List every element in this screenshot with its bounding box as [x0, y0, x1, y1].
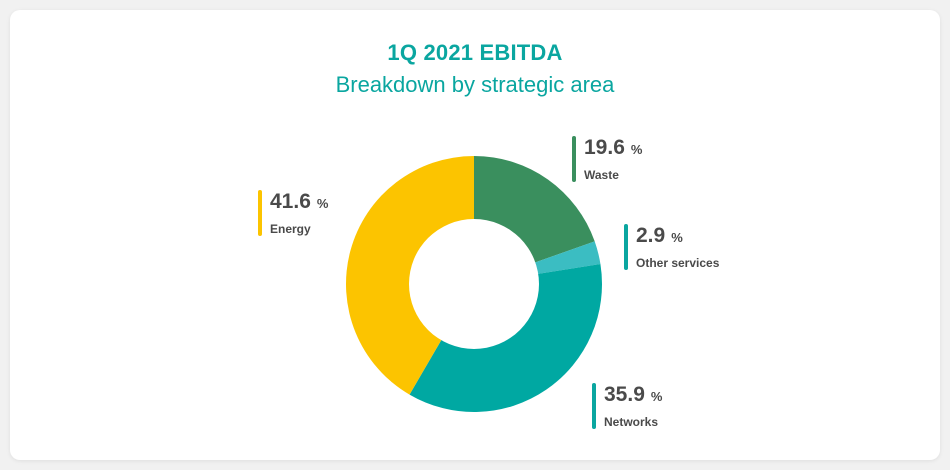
- callout-energy-value-line: 41.6%: [270, 190, 328, 216]
- callout-other-services: 2.9% Other services: [624, 224, 719, 270]
- energy-label: Energy: [270, 222, 311, 236]
- donut-hole: [409, 219, 539, 349]
- callout-waste-bar: [572, 136, 576, 182]
- callout-networks-value-line: 35.9%: [604, 383, 662, 409]
- callout-networks: 35.9% Networks: [592, 383, 662, 429]
- other-services-value: 2.9: [636, 224, 666, 247]
- energy-value: 41.6: [270, 190, 311, 213]
- networks-value: 35.9: [604, 383, 645, 406]
- waste-unit: %: [630, 142, 643, 157]
- callout-energy: 41.6% Energy: [258, 190, 328, 236]
- waste-value: 19.6: [584, 136, 625, 159]
- callout-energy-bar: [258, 190, 262, 236]
- callout-networks-bar: [592, 383, 596, 429]
- callout-waste: 19.6% Waste: [572, 136, 642, 182]
- chart-title: 1Q 2021 EBITDA: [387, 40, 563, 65]
- other-services-label: Other services: [636, 256, 720, 270]
- waste-label: Waste: [584, 168, 619, 182]
- other-services-unit: %: [671, 230, 683, 245]
- energy-unit: %: [316, 196, 329, 211]
- networks-unit: %: [650, 389, 663, 404]
- callout-waste-value-line: 19.6%: [584, 136, 642, 162]
- callout-other-services-bar: [624, 224, 628, 270]
- chart-subtitle: Breakdown by strategic area: [335, 72, 615, 97]
- callout-other-services-value-line: 2.9%: [636, 224, 719, 250]
- networks-label: Networks: [604, 415, 659, 429]
